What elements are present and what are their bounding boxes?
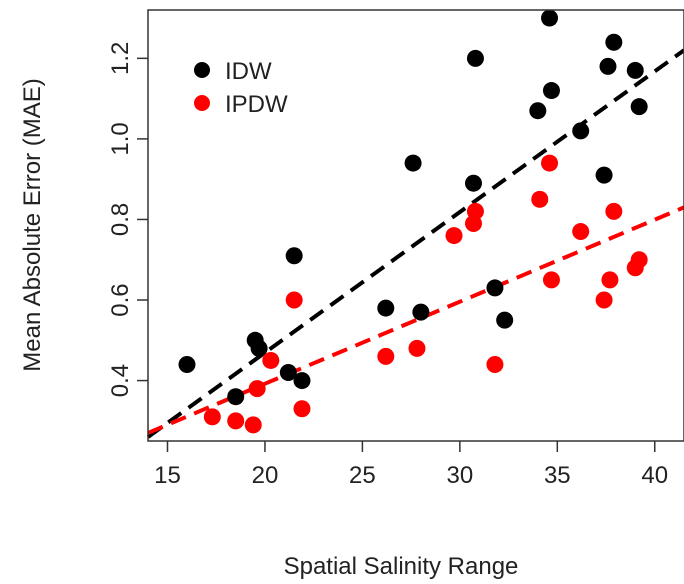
point-idw [404,154,422,172]
x-axis: 15 20 25 30 35 40 [154,441,668,489]
x-tick-label: 30 [447,462,474,489]
point-ipdw [293,400,311,418]
point-ipdw [541,154,559,172]
point-idw [605,33,623,51]
point-ipdw [262,351,280,369]
point-ipdw [203,408,221,426]
legend-marker-ipdw [194,95,210,111]
point-idw [377,299,395,317]
point-idw [486,279,504,297]
point-idw [630,98,648,116]
legend: IDW IPDW [194,58,288,118]
point-ipdw [227,412,245,430]
point-idw [227,388,245,406]
y-axis: 0.4 0.6 0.8 1.0 1.2 [107,42,148,397]
plot-frame [147,9,684,442]
point-ipdw [630,251,648,269]
point-idw [595,166,613,184]
point-ipdw [486,355,504,373]
y-axis-title: Mean Absolute Error (MAE) [19,78,46,371]
point-idw [412,303,430,321]
y-tick-label: 0.8 [107,203,134,236]
y-tick-label: 0.4 [107,364,134,397]
legend-label-idw: IDW [225,58,272,85]
x-tick-label: 15 [154,462,181,489]
point-ipdw [601,271,619,289]
point-ipdw [285,291,303,309]
x-tick-label: 40 [641,462,668,489]
point-idw [466,49,484,67]
point-idw [626,61,644,79]
point-idw [285,247,303,265]
trend-line-idw [146,48,684,439]
legend-label-ipdw: IPDW [225,91,288,118]
x-tick-label: 35 [544,462,571,489]
point-idw [496,311,514,329]
x-tick-label: 20 [252,462,279,489]
point-ipdw [244,416,262,434]
y-tick-label: 1.0 [107,122,134,155]
point-ipdw [605,202,623,220]
point-idw [542,82,560,100]
legend-marker-idw [194,62,210,78]
x-axis-title: Spatial Salinity Range [284,553,519,580]
point-ipdw [572,223,590,241]
point-idw [293,372,311,390]
x-tick-label: 25 [349,462,376,489]
point-ipdw [445,227,463,245]
y-tick-label: 1.2 [107,42,134,75]
data-points [178,9,648,434]
point-idw [178,355,196,373]
point-ipdw [466,202,484,220]
point-ipdw [408,339,426,357]
point-idw [599,57,617,75]
point-ipdw [377,347,395,365]
point-ipdw [542,271,560,289]
point-idw [464,174,482,192]
point-idw [541,9,559,27]
point-idw [279,364,297,382]
point-idw [529,102,547,120]
trend-line-ipdw [147,205,684,435]
trend-lines [146,48,684,439]
point-ipdw [595,291,613,309]
point-idw [572,122,590,140]
point-ipdw [248,380,266,398]
point-ipdw [531,190,549,208]
point-idw [250,339,268,357]
y-tick-label: 0.6 [107,283,134,316]
